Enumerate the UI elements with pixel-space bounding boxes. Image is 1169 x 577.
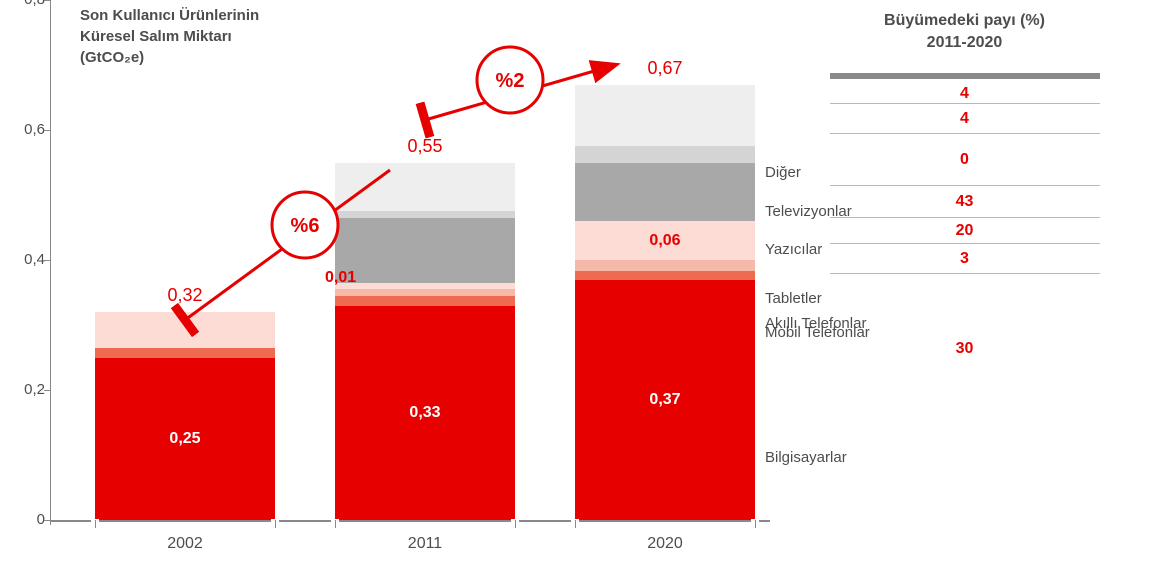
category-label-mobiles: Mobil Telefonlar [765, 324, 870, 341]
segment-value-label: 0,37 [575, 391, 755, 409]
share-row-printers: 0 [830, 133, 1100, 185]
x-axis-label: 2002 [95, 535, 275, 553]
root-layout: Son Kullanıcı Ürünlerinin Küresel Salım … [0, 0, 1169, 577]
segment-smart [575, 260, 755, 271]
x-tick-mark [755, 520, 756, 528]
category-label-tvs: Televizyonlar [765, 203, 852, 220]
share-table: 4404320330 [830, 73, 1100, 423]
share-row-computers: 30 [830, 273, 1100, 423]
category-label-printers: Yazıcılar [765, 241, 822, 258]
segment-tvs [335, 211, 515, 218]
share-row-mobiles: 3 [830, 243, 1100, 273]
chart-area: Son Kullanıcı Ürünlerinin Küresel Salım … [0, 0, 780, 577]
share-title: Büyümedeki payı (%) 2011-2020 [790, 10, 1139, 55]
share-title-2: 2011-2020 [927, 34, 1003, 51]
segment-other [335, 163, 515, 212]
share-row-tablets: 43 [830, 185, 1100, 217]
x-tick-mark [335, 520, 336, 528]
x-axis [50, 520, 770, 522]
x-axis-label: 2011 [335, 535, 515, 553]
category-label-computers: Bilgisayarlar [765, 449, 847, 466]
x-tick-mark [275, 520, 276, 528]
x-axis-label: 2020 [575, 535, 755, 553]
bars-container: 0,32 0,55 0,67 0,25 0,33 0,01 0,37 0,06 [50, 0, 770, 520]
segment-mobiles [575, 271, 755, 279]
y-tick-label: 0,2 [10, 381, 45, 398]
segment-tablets [95, 312, 275, 348]
segment-value-label: 0,33 [335, 404, 515, 422]
segment-printers [575, 163, 755, 222]
y-tick-label: 0,8 [10, 0, 45, 8]
segment-other [575, 85, 755, 147]
x-tick-mark [575, 520, 576, 528]
bar-total-label: 0,55 [335, 136, 515, 157]
category-label-tablets: Tabletler [765, 290, 822, 307]
share-row-other: 4 [830, 73, 1100, 103]
segment-tvs [575, 146, 755, 162]
bar-total-label: 0,32 [95, 285, 275, 306]
share-row-smart: 20 [830, 217, 1100, 243]
segment-mobiles [95, 348, 275, 358]
segment-value-label: 0,06 [575, 232, 755, 250]
share-panel: Büyümedeki payı (%) 2011-2020 4404320330 [780, 0, 1169, 577]
x-tick-mark [95, 520, 96, 528]
y-tick-label: 0,4 [10, 251, 45, 268]
y-tick-label: 0 [10, 511, 45, 528]
y-tick-label: 0,6 [10, 121, 45, 138]
segment-value-label: 0,25 [95, 430, 275, 448]
share-title-1: Büyümedeki payı (%) [884, 12, 1045, 29]
category-label-other: Diğer [765, 164, 801, 181]
share-row-tvs: 4 [830, 103, 1100, 133]
segment-mobiles [335, 296, 515, 306]
segment-smart [335, 289, 515, 296]
x-tick-mark [515, 520, 516, 528]
segment-value-label: 0,01 [325, 269, 505, 287]
bar-total-label: 0,67 [575, 58, 755, 79]
